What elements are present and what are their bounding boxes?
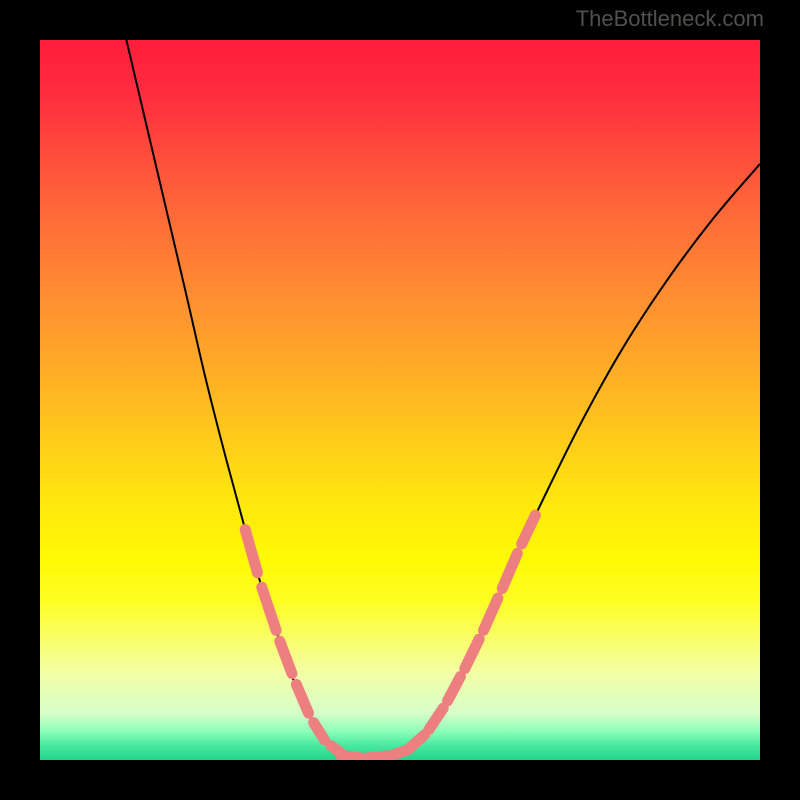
chart-area: [40, 40, 760, 760]
dash-segment: [368, 756, 390, 758]
gradient-background: [40, 40, 760, 760]
dash-segment: [341, 756, 361, 758]
watermark-text: TheBottleneck.com: [576, 6, 764, 32]
chart-svg: [40, 40, 760, 760]
chart-root: TheBottleneck.com: [0, 0, 800, 800]
